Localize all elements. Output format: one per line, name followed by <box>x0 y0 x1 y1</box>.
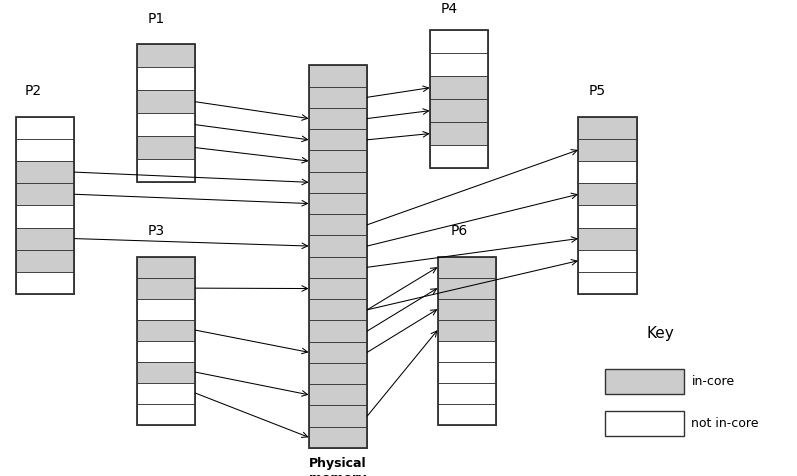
Bar <box>16 117 74 294</box>
Bar <box>137 298 195 320</box>
Bar <box>438 320 496 341</box>
Text: in-core: in-core <box>691 375 735 388</box>
Bar <box>137 362 195 383</box>
Bar <box>606 368 684 394</box>
Bar <box>308 257 367 278</box>
Bar <box>578 139 637 161</box>
Bar <box>16 272 74 294</box>
Bar <box>16 250 74 272</box>
Bar <box>137 383 195 404</box>
Text: P4: P4 <box>441 2 457 17</box>
Bar <box>430 122 489 145</box>
Bar <box>578 117 637 294</box>
Bar <box>137 44 195 67</box>
Bar <box>578 250 637 272</box>
Bar <box>308 87 367 108</box>
Bar <box>438 404 496 425</box>
Text: P6: P6 <box>451 224 468 238</box>
Bar <box>308 150 367 172</box>
Bar <box>578 183 637 205</box>
Bar <box>438 278 496 298</box>
Text: P5: P5 <box>589 84 607 98</box>
Bar <box>137 44 195 182</box>
Text: P2: P2 <box>25 84 41 98</box>
Bar <box>606 411 684 436</box>
Bar <box>308 320 367 342</box>
Bar <box>16 205 74 228</box>
Bar <box>308 406 367 426</box>
Text: Key: Key <box>646 326 674 341</box>
Bar <box>308 65 367 448</box>
Bar <box>16 117 74 139</box>
Text: Physical
memory: Physical memory <box>308 457 367 476</box>
Bar <box>137 67 195 90</box>
Bar <box>438 362 496 383</box>
Text: not in-core: not in-core <box>691 417 759 430</box>
Bar <box>578 117 637 139</box>
Bar <box>430 99 489 122</box>
Bar <box>308 172 367 193</box>
Bar <box>137 90 195 113</box>
Bar <box>137 404 195 425</box>
Bar <box>137 113 195 136</box>
Bar <box>438 341 496 362</box>
Bar <box>430 30 489 53</box>
Bar <box>430 53 489 76</box>
Text: P3: P3 <box>147 224 165 238</box>
Bar <box>578 272 637 294</box>
Bar <box>578 205 637 228</box>
Bar <box>438 383 496 404</box>
Bar <box>137 136 195 159</box>
Bar <box>438 298 496 320</box>
Bar <box>308 236 367 257</box>
Bar <box>430 76 489 99</box>
Bar <box>16 228 74 249</box>
Bar <box>438 257 496 278</box>
Text: P1: P1 <box>147 12 165 26</box>
Bar <box>16 161 74 183</box>
Bar <box>308 384 367 406</box>
Bar <box>308 363 367 384</box>
Bar <box>308 108 367 129</box>
Bar <box>16 139 74 161</box>
Bar <box>137 257 195 425</box>
Bar <box>308 342 367 363</box>
Bar <box>308 299 367 320</box>
Bar <box>308 426 367 448</box>
Bar <box>137 320 195 341</box>
Bar <box>578 228 637 249</box>
Bar <box>308 278 367 299</box>
Bar <box>438 257 496 425</box>
Bar <box>308 214 367 236</box>
Bar <box>137 278 195 298</box>
Bar <box>308 193 367 214</box>
Bar <box>16 183 74 205</box>
Bar <box>430 145 489 168</box>
Bar <box>430 30 489 168</box>
Bar <box>308 129 367 150</box>
Bar <box>578 161 637 183</box>
Bar <box>137 159 195 182</box>
Bar <box>308 65 367 87</box>
Bar <box>137 257 195 278</box>
Bar <box>137 341 195 362</box>
